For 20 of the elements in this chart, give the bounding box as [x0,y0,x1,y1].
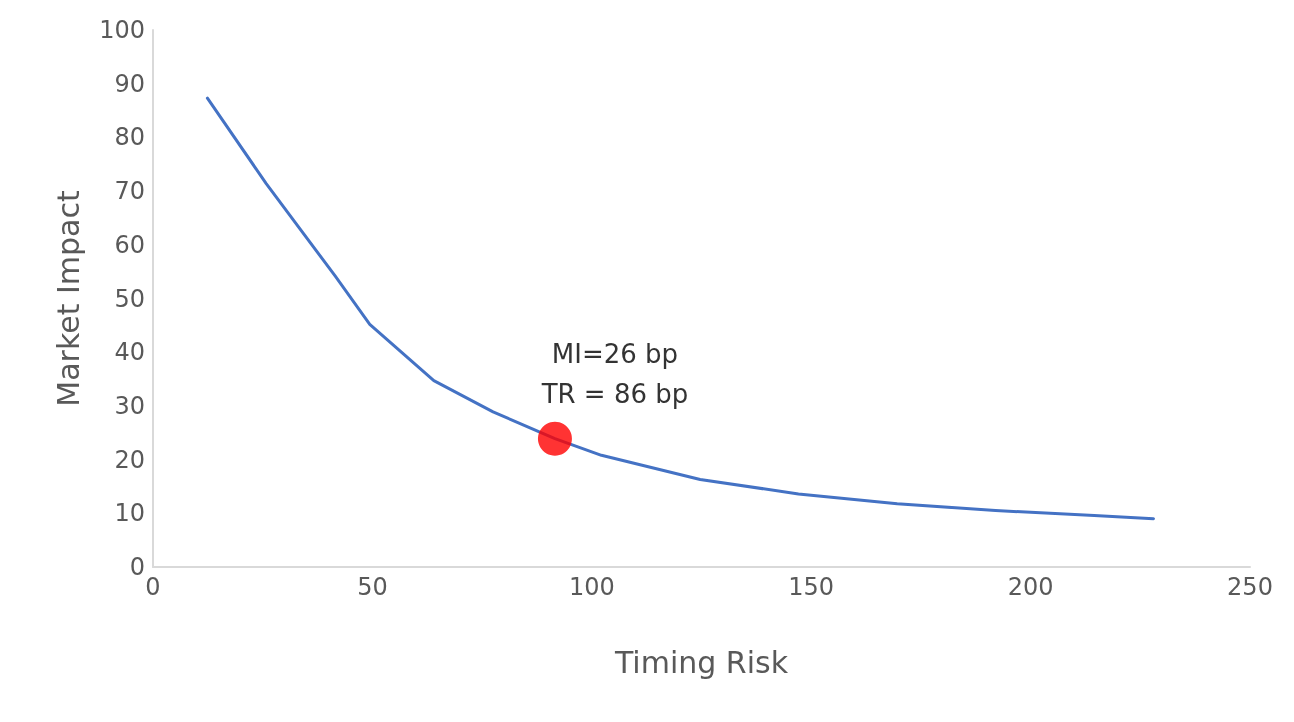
y-tick-label: 70 [114,177,145,206]
x-tick-label: 250 [1227,573,1273,601]
y-tick-label: 80 [114,123,145,152]
x-tick-label: 50 [357,573,388,601]
y-tick-label: 30 [114,391,145,420]
x-axis-title: Timing Risk [613,644,789,680]
y-tick-label: 10 [114,499,145,528]
x-tick-label: 150 [788,573,835,601]
y-tick-label: 50 [114,284,145,313]
x-tick-label: 100 [568,573,615,601]
y-tick-label: 20 [114,445,145,474]
annotation: MI=26 bp TR = 86 bp [540,338,689,409]
x-tick-label: 200 [1007,573,1054,601]
y-tick-label: 100 [99,16,145,44]
line-series [205,96,1155,521]
y-tick-label: 90 [114,69,145,98]
y-axis-title: Market Impact [50,190,86,407]
y-tick-label: 0 [129,553,145,581]
y-tick-label: 40 [114,338,145,367]
y-tick-label: 60 [114,230,145,259]
